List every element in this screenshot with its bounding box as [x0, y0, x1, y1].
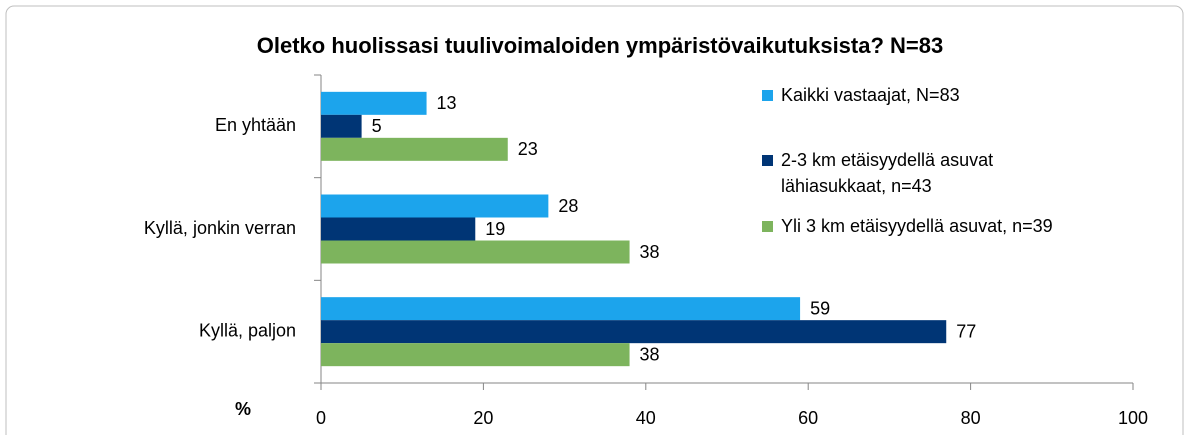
x-tick-label: 100 — [1118, 408, 1148, 428]
x-tick-label: 80 — [961, 408, 981, 428]
x-axis-label: % — [235, 399, 251, 419]
data-label: 38 — [640, 344, 660, 364]
data-label: 77 — [956, 321, 976, 341]
chart-border — [5, 5, 1184, 435]
x-tick-label: 0 — [316, 408, 326, 428]
y-tick-label: En yhtään — [215, 115, 296, 135]
bar — [321, 320, 947, 344]
x-tick-label: 40 — [636, 408, 656, 428]
data-label: 23 — [518, 139, 538, 159]
bar — [321, 194, 549, 218]
data-label: 13 — [437, 93, 457, 113]
x-tick-label: 20 — [473, 408, 493, 428]
legend-label: 2-3 km etäisyydellä asuvat lähiasukkaat,… — [781, 150, 994, 196]
y-tick-label: Kyllä, paljon — [199, 320, 296, 340]
legend-item: 2-3 km etäisyydellä asuvat lähiasukkaat,… — [762, 147, 1081, 199]
legend-label: Kaikki vastaajat, N=83 — [781, 85, 960, 105]
data-label: 19 — [485, 219, 505, 239]
y-tick-label: Kyllä, jonkin verran — [144, 218, 296, 238]
bar — [321, 343, 630, 367]
bar — [321, 240, 630, 264]
bar — [321, 91, 427, 115]
x-tick-label: 60 — [798, 408, 818, 428]
data-label: 5 — [372, 116, 382, 136]
chart-title: Oletko huolissasi tuulivoimaloiden ympär… — [257, 33, 943, 58]
legend-item: Yli 3 km etäisyydellä asuvat, n=39 — [762, 213, 1053, 239]
bar — [321, 114, 362, 138]
bar — [321, 297, 801, 321]
bar — [321, 217, 476, 241]
legend-swatch — [762, 221, 773, 232]
data-label: 59 — [810, 298, 830, 318]
data-label: 28 — [558, 196, 578, 216]
legend-item: Kaikki vastaajat, N=83 — [762, 82, 960, 108]
legend-swatch — [762, 155, 773, 166]
legend-swatch — [762, 90, 773, 101]
legend-label: Yli 3 km etäisyydellä asuvat, n=39 — [781, 216, 1053, 236]
data-label: 38 — [640, 242, 660, 262]
bar — [321, 137, 508, 161]
